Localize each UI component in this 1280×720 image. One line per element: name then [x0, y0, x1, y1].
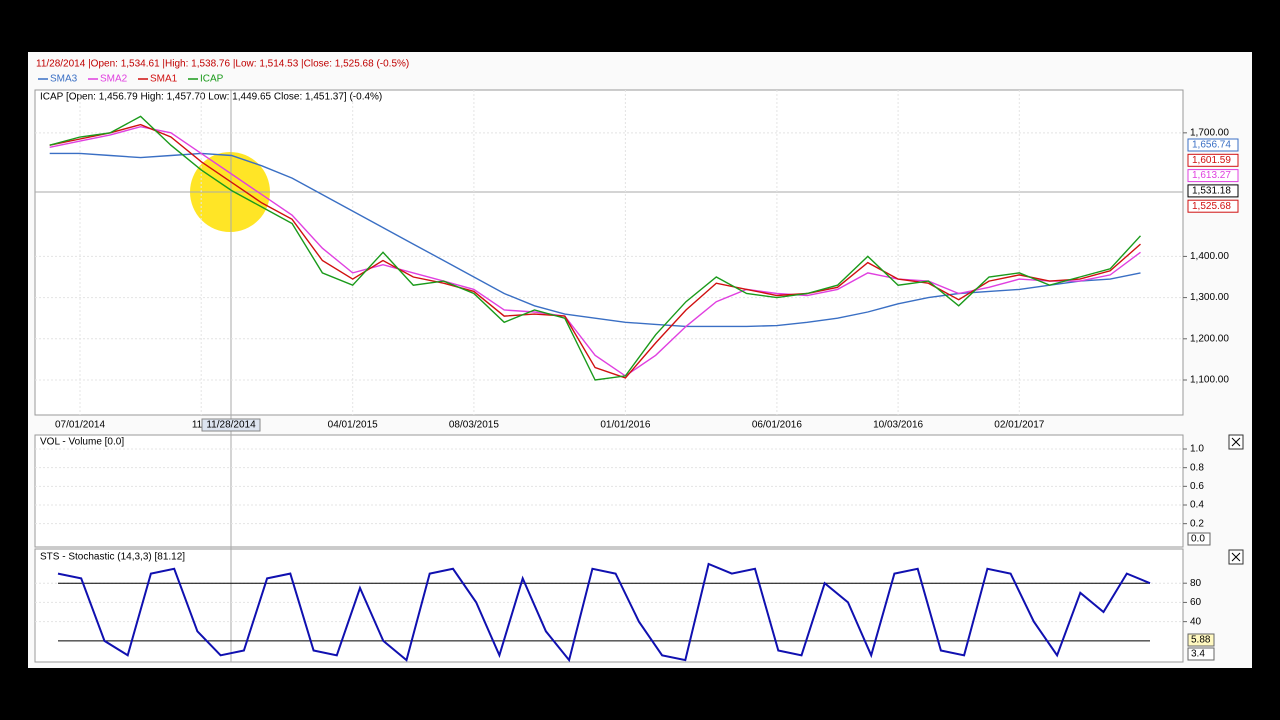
x-tick-label: 01/01/2016: [600, 420, 650, 431]
price-label-box: [1187, 138, 1239, 152]
price-label-box: [1187, 153, 1239, 167]
volume-panel: [34, 434, 1184, 548]
panel-title: STS - Stochastic (14,3,3) [81.12]: [40, 552, 185, 563]
close-stochastic[interactable]: [1228, 549, 1244, 565]
y-tick-label: 0.4: [1190, 500, 1204, 511]
x-tick-label: 04/01/2015: [328, 420, 378, 431]
panel-title: ICAP [Open: 1,456.79 High: 1,457.70 Low:…: [40, 92, 382, 103]
stochastic-panel: [34, 548, 1184, 663]
quote-line: 11/28/2014 |Open: 1,534.61 |High: 1,538.…: [36, 59, 409, 70]
price-label: 1,531.18: [1192, 186, 1231, 197]
y-tick-label: 1,700.00: [1190, 127, 1229, 138]
y-tick-label: 1,100.00: [1190, 375, 1229, 386]
price-label: 1,613.27: [1192, 170, 1231, 181]
current-value-box: [1187, 532, 1211, 546]
current-value-box: [1187, 633, 1215, 647]
series-line: [49, 125, 1141, 377]
price-label-box: [1187, 199, 1239, 213]
panel-title: VOL - Volume [0.0]: [40, 437, 124, 448]
y-tick-label: 0.8: [1190, 462, 1204, 473]
x-tick-label: 10/03/2016: [873, 420, 923, 431]
legend-entry: ICAP: [200, 74, 224, 85]
price-label-box: [1187, 169, 1239, 183]
legend-entry: SMA3: [50, 74, 78, 85]
x-tick-label: 06/01/2016: [752, 420, 802, 431]
price-label: 1,601.59: [1192, 155, 1231, 166]
x-tick-label: 11/0: [192, 420, 211, 431]
crosshair-label-box: [201, 418, 261, 432]
y-tick-label: 0.2: [1190, 518, 1204, 529]
current-value: 3.4: [1191, 649, 1205, 660]
legend-entry: SMA2: [100, 74, 128, 85]
price-label-box: [1187, 184, 1239, 198]
x-tick-label: 08/03/2015: [449, 420, 499, 431]
crosshair-label: 11/28/2014: [206, 420, 256, 431]
y-tick-label: 60: [1190, 597, 1202, 608]
price-panel: [34, 89, 1184, 416]
x-tick-label: 07/01/2014: [55, 420, 105, 431]
y-tick-label: 1,300.00: [1190, 292, 1229, 303]
y-tick-label: 1,400.00: [1190, 251, 1229, 262]
series-line: [49, 123, 1141, 379]
y-tick-label: 1.0: [1190, 444, 1204, 455]
x-tick-label: 02/01/2017: [994, 420, 1044, 431]
current-value-box: [1187, 647, 1215, 661]
legend-entry: SMA1: [150, 74, 178, 85]
y-tick-label: 1,200.00: [1190, 333, 1229, 344]
series-line: [49, 115, 1142, 381]
close-volume[interactable]: [1228, 434, 1244, 450]
y-tick-label: 0.6: [1190, 481, 1204, 492]
y-tick-label: 80: [1190, 578, 1202, 589]
y-tick-label: 40: [1190, 616, 1202, 627]
current-value: 5.88: [1191, 635, 1211, 646]
series-line: [57, 562, 1151, 663]
price-label: 1,656.74: [1192, 140, 1231, 151]
current-value: 0.0: [1191, 534, 1205, 545]
price-label: 1,525.68: [1192, 201, 1231, 212]
